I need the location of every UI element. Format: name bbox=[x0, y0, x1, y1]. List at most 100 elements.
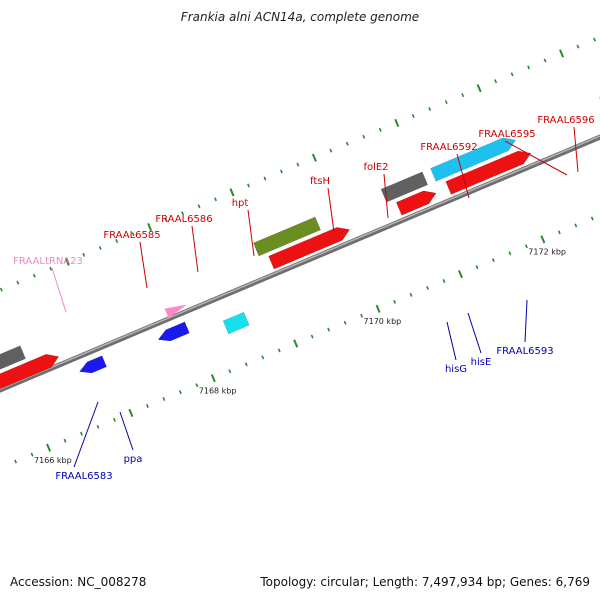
gene-feature bbox=[268, 227, 351, 270]
gene-feature bbox=[222, 311, 250, 335]
inner-tick bbox=[63, 438, 67, 443]
forward-gene-label: folE2 bbox=[363, 162, 388, 173]
accession-text: Accession: NC_008278 bbox=[10, 575, 147, 589]
inner-tick bbox=[178, 390, 182, 395]
outer-tick bbox=[32, 273, 36, 278]
gene-feature bbox=[0, 345, 26, 370]
inner-tick bbox=[30, 452, 34, 457]
inner-tick bbox=[375, 304, 381, 313]
outer-tick bbox=[476, 84, 482, 93]
outer-tick bbox=[98, 245, 102, 250]
outer-tick bbox=[576, 44, 580, 49]
backbone-line bbox=[0, 134, 600, 393]
genome-summary-text: Topology: circular; Length: 7,497,934 bp… bbox=[260, 575, 590, 589]
outer-tick bbox=[527, 65, 531, 70]
reverse-leader bbox=[119, 411, 134, 451]
inner-tick-track bbox=[14, 216, 594, 464]
inner-tick bbox=[46, 443, 52, 452]
inner-tick bbox=[244, 362, 248, 367]
inner-tick bbox=[113, 417, 116, 422]
outer-tick bbox=[0, 287, 3, 292]
reverse-gene-label: ppa bbox=[124, 454, 143, 465]
outer-tick bbox=[229, 188, 235, 197]
gene-feature bbox=[445, 150, 532, 195]
reverse-gene-label: FRAAL6583 bbox=[55, 471, 112, 482]
forward-gene-label: FRAAL6585 bbox=[103, 230, 160, 241]
outer-tick bbox=[378, 127, 382, 132]
outer-tick-track bbox=[0, 37, 596, 292]
outer-tick bbox=[115, 239, 119, 243]
inner-tick bbox=[590, 216, 594, 221]
outer-tick bbox=[362, 134, 366, 139]
label-leaders bbox=[51, 126, 579, 468]
inner-tick bbox=[145, 404, 149, 408]
forward-leader bbox=[573, 126, 579, 173]
reverse-leader bbox=[524, 299, 528, 343]
inner-tick bbox=[360, 313, 364, 318]
forward-gene-label: ftsH bbox=[310, 176, 330, 187]
labels-layer: FRAAL6585FRAAL6586hptftsHfolE2FRAAL6592F… bbox=[13, 115, 595, 482]
outer-tick bbox=[131, 232, 135, 237]
outer-tick bbox=[461, 93, 465, 98]
outer-tick bbox=[296, 162, 300, 167]
outer-tick bbox=[214, 197, 217, 202]
gene-feature bbox=[395, 190, 437, 216]
trna-leader bbox=[51, 267, 67, 313]
scale-label: 7172 kbp bbox=[528, 248, 566, 257]
inner-tick bbox=[393, 299, 397, 304]
forward-leader bbox=[327, 187, 335, 233]
outer-tick bbox=[494, 79, 498, 84]
forward-gene-label: FRAAL6592 bbox=[420, 142, 477, 153]
page-title: Frankia alni ACN14a, complete genome bbox=[180, 10, 420, 24]
inner-tick bbox=[442, 279, 446, 283]
inner-tick bbox=[195, 383, 199, 388]
inner-tick bbox=[277, 348, 281, 353]
backbone bbox=[0, 134, 600, 393]
forward-gene-label: hpt bbox=[232, 198, 249, 209]
reverse-gene-label: hisE bbox=[471, 357, 492, 368]
inner-tick bbox=[475, 265, 479, 270]
inner-tick bbox=[310, 334, 314, 339]
trna-feature bbox=[164, 304, 188, 318]
inner-tick bbox=[343, 320, 347, 325]
inner-tick bbox=[80, 431, 83, 436]
inner-tick bbox=[96, 424, 100, 429]
outer-tick bbox=[345, 141, 349, 146]
gene-feature bbox=[430, 137, 517, 182]
reverse-leader bbox=[467, 312, 482, 354]
forward-gene-label: FRAAL6586 bbox=[155, 214, 212, 225]
gene-feature bbox=[253, 216, 321, 257]
outer-tick bbox=[64, 257, 70, 266]
outer-tick bbox=[263, 176, 267, 181]
outer-tick bbox=[559, 49, 565, 58]
gene-feature bbox=[380, 171, 429, 203]
backbone-highlight bbox=[0, 135, 600, 390]
inner-tick bbox=[540, 235, 546, 244]
outer-tick bbox=[82, 252, 86, 257]
inner-tick bbox=[557, 230, 561, 235]
inner-tick bbox=[14, 459, 18, 464]
inner-tick bbox=[162, 397, 166, 402]
outer-tick bbox=[311, 153, 317, 162]
gene-feature bbox=[79, 355, 107, 374]
inner-tick bbox=[574, 223, 578, 228]
outer-tick bbox=[411, 114, 415, 118]
outer-tick bbox=[181, 211, 185, 216]
inner-tick bbox=[409, 292, 413, 297]
inner-tick bbox=[293, 339, 299, 348]
outer-tick bbox=[543, 58, 547, 63]
forward-gene-label: FRAAL6595 bbox=[478, 129, 535, 140]
features-layer bbox=[0, 96, 600, 390]
trna-label: FRAALtRNA23 bbox=[13, 256, 83, 267]
reverse-gene-label: FRAAL6593 bbox=[496, 346, 553, 357]
outer-tick bbox=[147, 223, 153, 232]
forward-gene-label: FRAAL6596 bbox=[537, 115, 594, 126]
outer-tick bbox=[444, 100, 448, 105]
inner-tick bbox=[228, 369, 232, 374]
outer-tick bbox=[197, 204, 201, 209]
outer-tick bbox=[510, 72, 514, 77]
inner-tick bbox=[426, 285, 429, 290]
inner-tick bbox=[508, 251, 512, 256]
